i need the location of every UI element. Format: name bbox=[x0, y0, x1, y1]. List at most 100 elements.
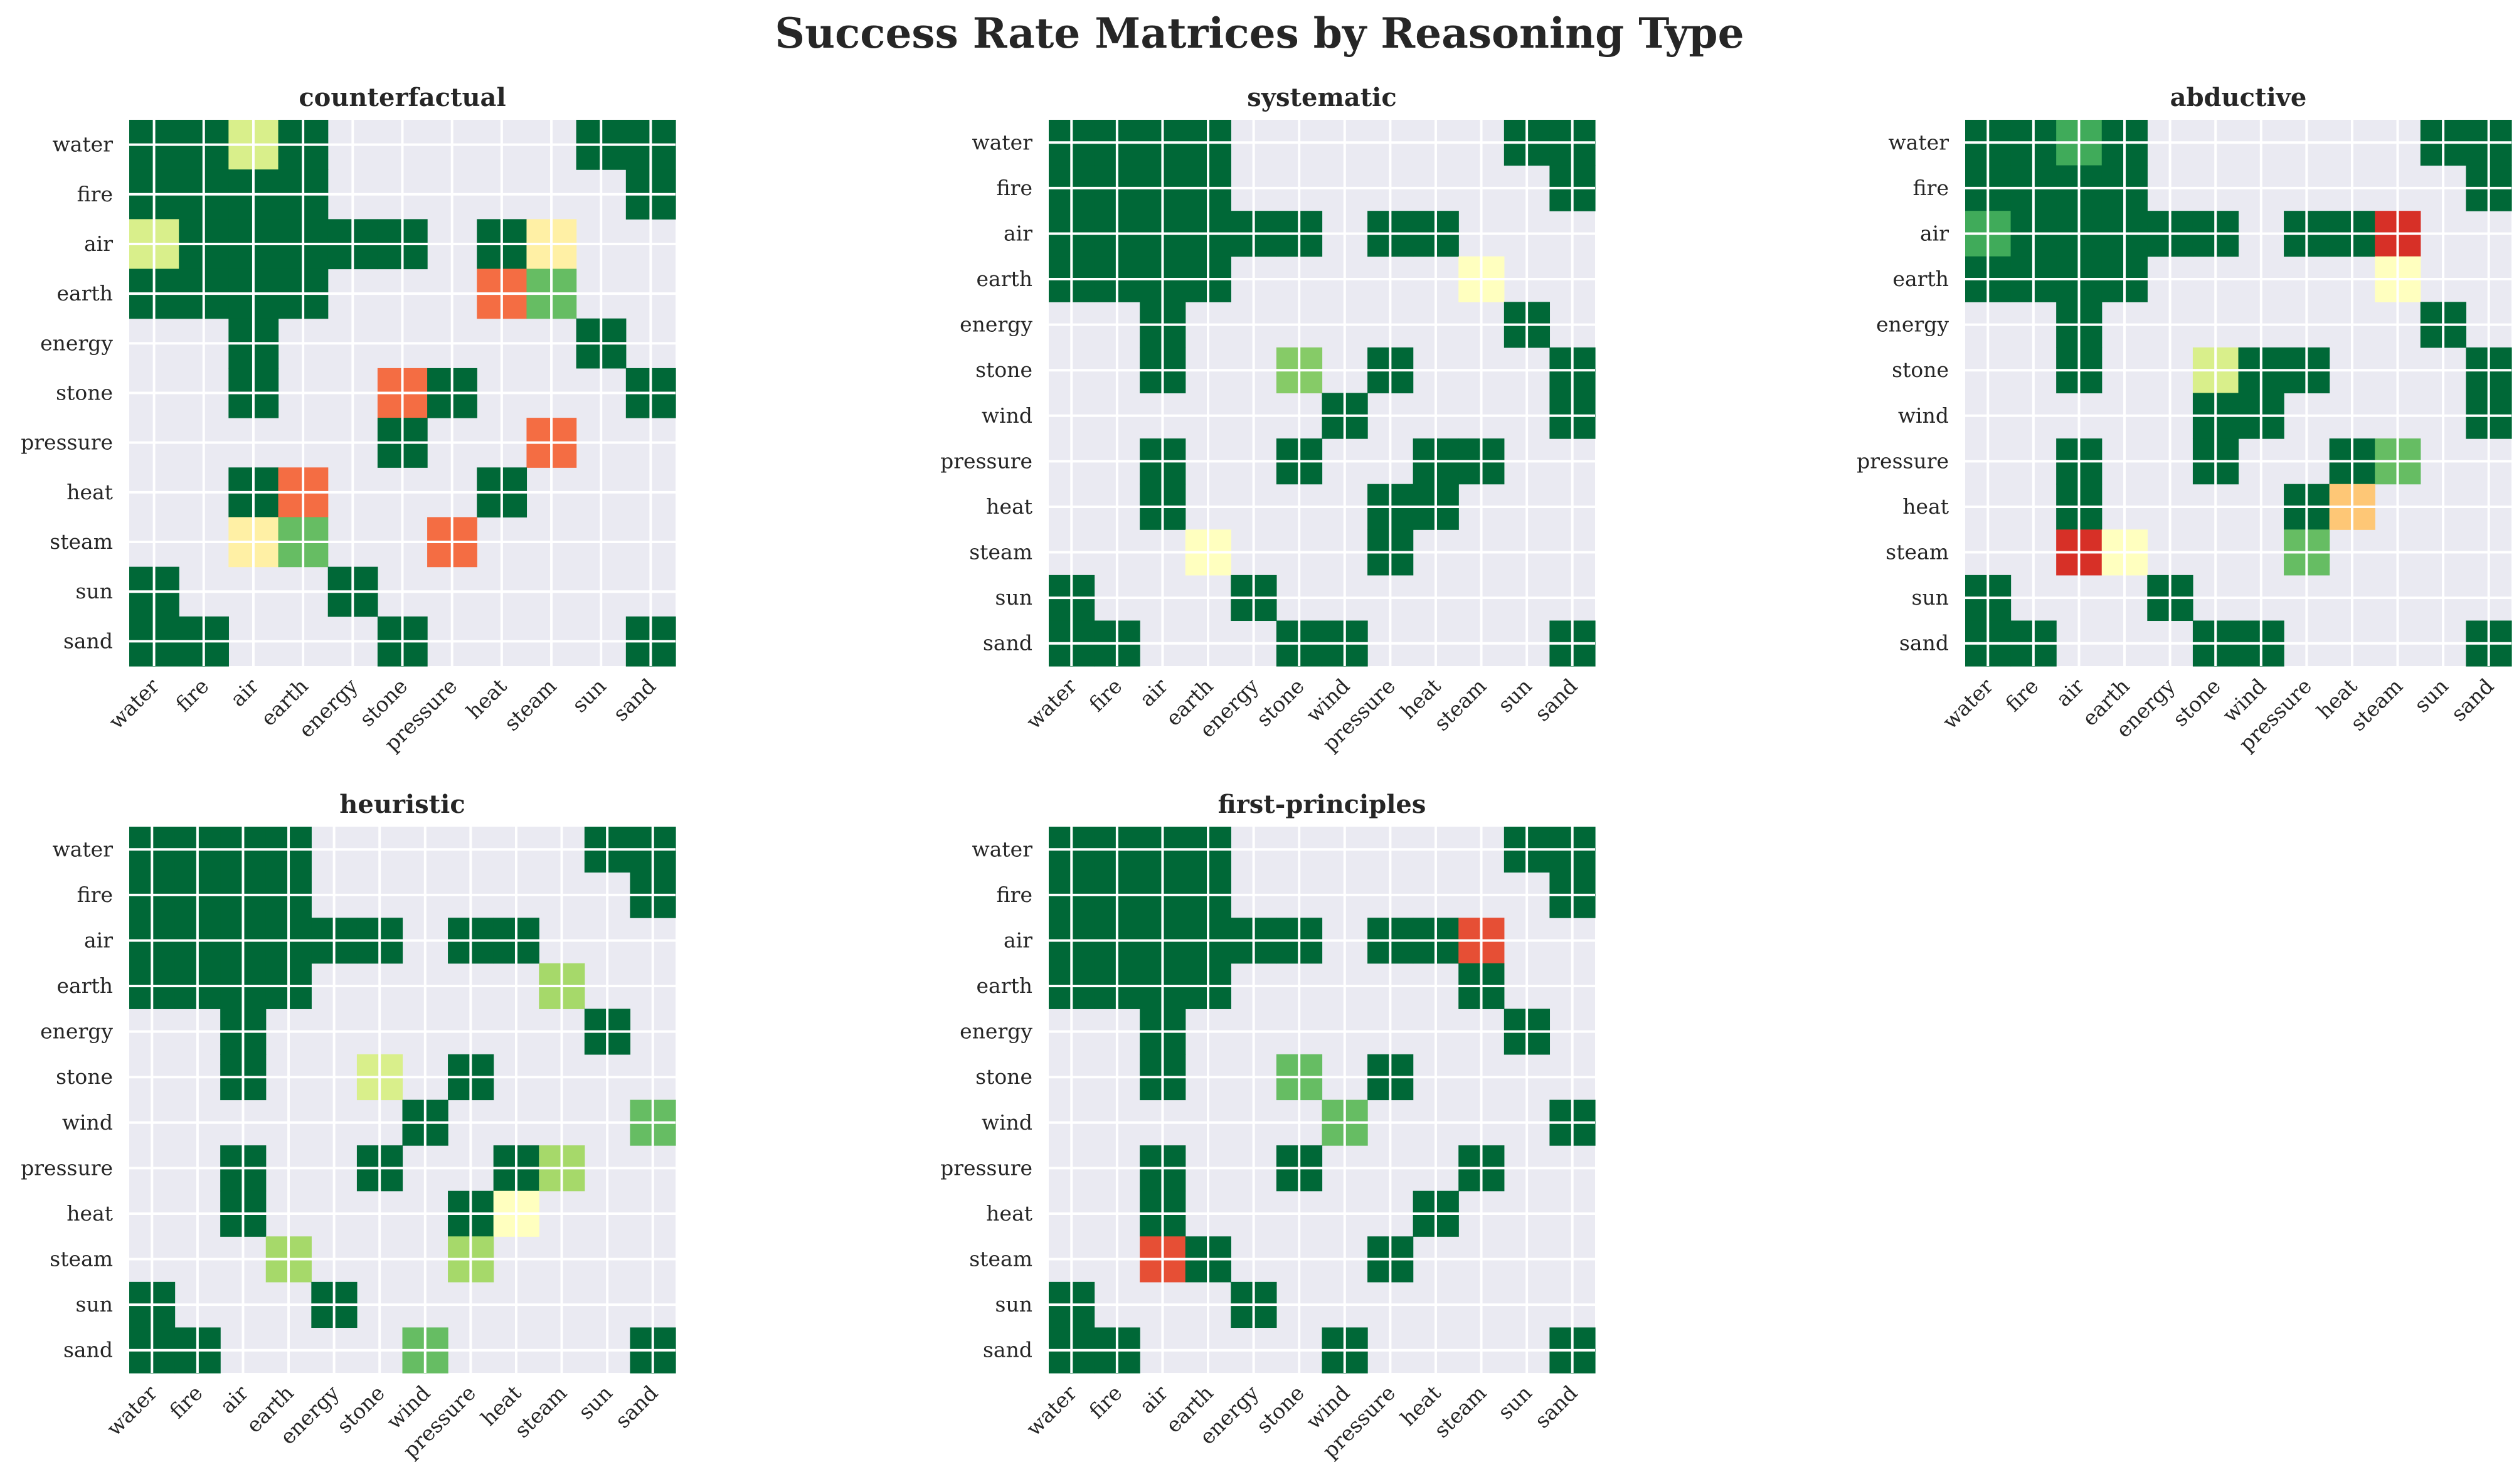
y-tick-label: water bbox=[972, 837, 1033, 861]
y-tick-label: steam bbox=[969, 540, 1032, 564]
x-tick-label: sun bbox=[1493, 1381, 1537, 1424]
y-tick-label: energy bbox=[960, 312, 1032, 337]
y-tick-label: sand bbox=[63, 628, 113, 653]
x-tick-label: stone bbox=[2168, 674, 2225, 731]
y-tick-label: sun bbox=[76, 579, 113, 603]
y-tick-label: sun bbox=[1912, 585, 1949, 610]
y-tick-label: air bbox=[84, 928, 113, 952]
x-tick-label: sand bbox=[1530, 1381, 1582, 1433]
x-tick-label: sun bbox=[2409, 674, 2453, 718]
y-tick-label: fire bbox=[77, 182, 113, 206]
y-tick-label: air bbox=[1004, 221, 1032, 245]
y-tick-label: heat bbox=[986, 494, 1032, 519]
y-tick-label: sand bbox=[983, 1338, 1032, 1362]
x-tick-label: air bbox=[225, 674, 263, 711]
figure-title: Success Rate Matrices by Reasoning Type bbox=[775, 9, 1744, 58]
x-tick-label: air bbox=[1135, 1381, 1172, 1418]
x-tick-label: sun bbox=[1493, 674, 1537, 718]
heatmap-panel-abductive: abductivewaterfireairearthenergystonewin… bbox=[1857, 83, 2512, 756]
x-tick-label: fire bbox=[1084, 674, 1127, 716]
x-tick-label: air bbox=[215, 1381, 253, 1418]
y-tick-label: heat bbox=[1902, 494, 1949, 519]
y-tick-label: water bbox=[972, 130, 1033, 154]
y-tick-label: pressure bbox=[940, 1155, 1032, 1180]
x-tick-label: fire bbox=[1084, 1381, 1127, 1423]
x-tick-label: steam bbox=[1429, 674, 1491, 736]
y-tick-label: heat bbox=[986, 1201, 1032, 1226]
y-tick-label: heat bbox=[66, 480, 113, 504]
y-tick-label: stone bbox=[56, 381, 113, 405]
y-tick-label: steam bbox=[50, 529, 113, 554]
x-tick-label: fire bbox=[2000, 674, 2043, 716]
y-tick-label: pressure bbox=[1857, 448, 1949, 473]
x-tick-label: water bbox=[102, 1381, 162, 1441]
y-tick-label: stone bbox=[56, 1064, 113, 1089]
y-tick-label: water bbox=[53, 132, 114, 157]
grid-lines bbox=[1965, 120, 2511, 666]
x-tick-label: water bbox=[1021, 674, 1081, 734]
y-tick-label: wind bbox=[982, 1110, 1032, 1135]
x-tick-label: stone bbox=[1251, 1381, 1309, 1438]
y-tick-label: steam bbox=[50, 1247, 113, 1271]
x-tick-label: stone bbox=[1251, 674, 1309, 731]
y-tick-label: sand bbox=[983, 631, 1032, 655]
y-tick-label: pressure bbox=[21, 1155, 113, 1180]
x-tick-label: sun bbox=[567, 674, 611, 718]
x-tick-label: steam bbox=[509, 1381, 571, 1443]
y-tick-label: wind bbox=[62, 1110, 113, 1135]
x-tick-label: water bbox=[103, 674, 164, 734]
y-tick-label: sun bbox=[76, 1292, 113, 1317]
y-tick-label: heat bbox=[66, 1201, 113, 1226]
panel-title: abductive bbox=[2170, 83, 2307, 112]
y-tick-label: water bbox=[53, 837, 114, 861]
x-tick-label: steam bbox=[1429, 1381, 1491, 1443]
x-tick-label: sand bbox=[610, 1381, 662, 1433]
y-tick-label: pressure bbox=[940, 448, 1032, 473]
y-tick-label: steam bbox=[969, 1247, 1032, 1271]
y-tick-label: fire bbox=[997, 882, 1032, 907]
y-tick-label: wind bbox=[1898, 403, 1949, 428]
y-tick-label: stone bbox=[1892, 358, 1949, 382]
y-tick-label: stone bbox=[975, 358, 1032, 382]
y-tick-label: earth bbox=[1893, 267, 1949, 291]
x-tick-label: sand bbox=[1530, 674, 1582, 726]
heatmap-panel-systematic: systematicwaterfireairearthenergystonewi… bbox=[940, 83, 1596, 756]
x-tick-label: steam bbox=[499, 674, 561, 736]
y-tick-label: air bbox=[1004, 928, 1032, 952]
y-tick-label: stone bbox=[975, 1064, 1032, 1089]
heatmap-panel-heuristic: heuristic water fire air earth energy stone win… bbox=[21, 790, 676, 1463]
y-tick-label: energy bbox=[1876, 312, 1949, 337]
grid-lines bbox=[1049, 120, 1595, 666]
x-tick-label: fire bbox=[171, 674, 213, 716]
y-tick-label: air bbox=[84, 231, 113, 256]
x-tick-label: air bbox=[2051, 674, 2089, 711]
y-tick-label: earth bbox=[57, 281, 114, 305]
y-tick-label: sun bbox=[995, 585, 1032, 610]
y-tick-label: pressure bbox=[21, 430, 113, 455]
y-tick-label: energy bbox=[40, 331, 113, 355]
y-tick-label: wind bbox=[982, 403, 1032, 428]
y-tick-label: water bbox=[1889, 130, 1949, 154]
x-tick-label: water bbox=[1021, 1381, 1081, 1441]
x-tick-label: air bbox=[1135, 674, 1172, 711]
y-tick-label: earth bbox=[57, 973, 114, 998]
heatmap-panel-counterfactual: counterfactualwaterfireairearthenergysto… bbox=[21, 83, 676, 756]
y-tick-label: earth bbox=[977, 973, 1033, 998]
x-tick-label: steam bbox=[2345, 674, 2407, 736]
y-tick-label: air bbox=[1920, 221, 1949, 245]
y-tick-label: fire bbox=[77, 882, 113, 907]
y-tick-label: energy bbox=[40, 1019, 113, 1044]
panel-title: heuristic bbox=[339, 790, 465, 819]
x-tick-label: sand bbox=[608, 674, 660, 726]
y-tick-label: sand bbox=[1899, 631, 1949, 655]
x-tick-label: water bbox=[1938, 674, 1998, 734]
grid-lines bbox=[129, 120, 676, 666]
heatmap-panel-first-principles: first-principleswaterfireairearthenergys… bbox=[940, 790, 1596, 1463]
x-tick-label: sand bbox=[2446, 674, 2498, 726]
y-tick-label: fire bbox=[1913, 176, 1949, 200]
y-tick-label: earth bbox=[977, 267, 1033, 291]
y-tick-label: sand bbox=[63, 1338, 113, 1362]
panel-title: first-principles bbox=[1218, 790, 1426, 819]
y-tick-label: fire bbox=[997, 176, 1032, 200]
